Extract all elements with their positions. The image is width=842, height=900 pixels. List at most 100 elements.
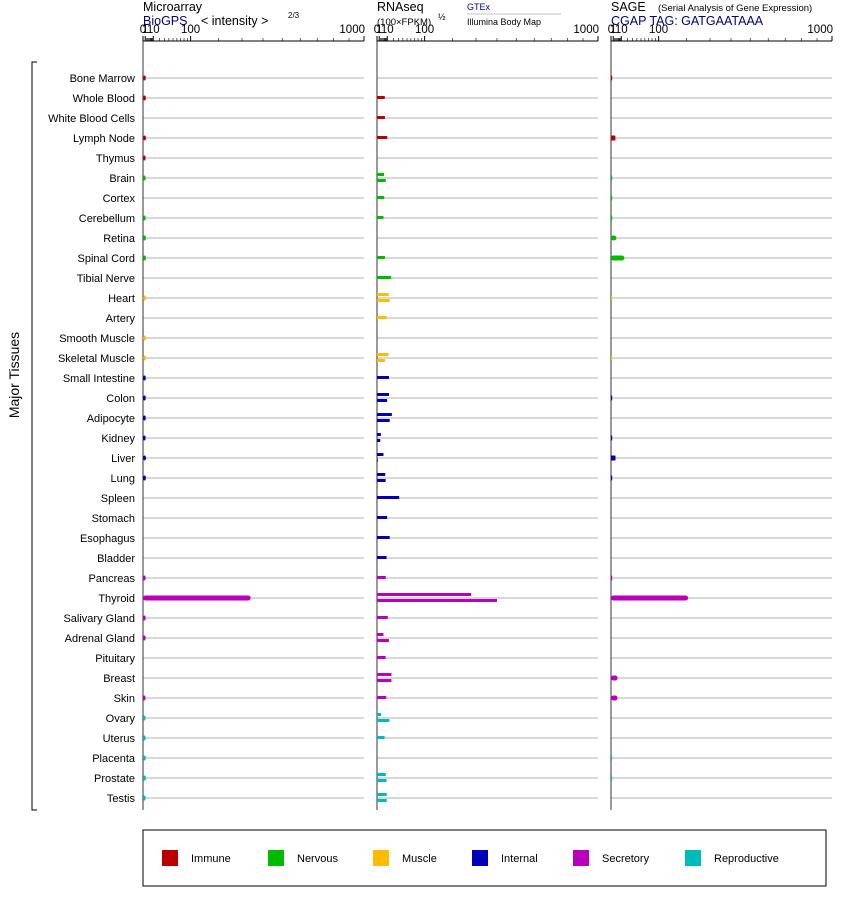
category-labels: Bone Marrow Whole Blood White Blood Cells L…	[48, 73, 136, 805]
tissue-label: Salivary Gland	[63, 613, 135, 625]
bar-biogps	[143, 175, 146, 181]
bar-illumina	[377, 179, 386, 182]
sage-header: SAGE (Serial Analysis of Gene Expression…	[611, 0, 812, 28]
sage-title: SAGE	[611, 0, 646, 14]
bar-biogps	[143, 375, 146, 381]
bar-biogps	[143, 95, 146, 101]
tissue-label: Artery	[106, 313, 136, 325]
tissue-label: Ovary	[106, 713, 136, 725]
bar-biogps	[143, 455, 147, 461]
bar-gtex	[377, 453, 384, 456]
tick-label: 100	[415, 24, 434, 36]
bar-sage	[611, 435, 613, 441]
bar-gtex	[377, 536, 390, 539]
tick-label: 1000	[807, 24, 833, 36]
sage-title-note: (Serial Analysis of Gene Expression)	[658, 3, 812, 14]
tick-label: 10	[381, 24, 394, 36]
tick-label: 1	[376, 24, 382, 36]
bar-sage	[611, 355, 613, 361]
bar-biogps	[143, 775, 146, 781]
bar-illumina	[377, 639, 389, 642]
bar-gtex	[377, 173, 385, 176]
tissue-label: White Blood Cells	[48, 113, 135, 125]
bar-biogps	[143, 155, 146, 161]
bar-illumina	[377, 479, 386, 482]
bar-gtex	[377, 256, 385, 259]
bar-illumina	[377, 679, 392, 682]
tissue-label: Lymph Node	[73, 133, 135, 145]
microarray-title: Microarray	[143, 0, 203, 14]
tissue-label: Small Intestine	[63, 373, 135, 385]
legend-label: Nervous	[297, 853, 338, 865]
bar-sage	[611, 755, 613, 761]
sage-subtitle: CGAP TAG: GATGAATAAA	[611, 14, 764, 28]
bar-sage	[611, 595, 689, 601]
bar-gtex	[377, 96, 385, 99]
bar-biogps	[143, 575, 146, 581]
bars	[143, 75, 689, 802]
tissue-label: Pituitary	[95, 653, 135, 665]
legend-swatch	[573, 850, 589, 866]
microarray-header: Microarray BioGPS < intensity > 2/3	[143, 0, 300, 28]
tissue-label: Brain	[109, 173, 135, 185]
gtex-source-label: GTEx	[467, 2, 491, 12]
bar-gtex	[377, 353, 389, 356]
bar-gtex	[377, 496, 400, 499]
bar-sage	[611, 255, 625, 261]
rnaseq-unit-exp: ½	[438, 12, 446, 22]
bar-gtex	[377, 656, 386, 659]
tissue-label: Esophagus	[80, 533, 136, 545]
grid-lines	[143, 77, 832, 799]
bar-gtex	[377, 413, 392, 416]
legend-swatch	[373, 850, 389, 866]
bar-sage	[611, 675, 618, 681]
bar-gtex	[377, 316, 387, 319]
tissue-bracket	[31, 61, 37, 811]
bar-biogps	[143, 475, 146, 481]
panel-axes	[142, 40, 832, 810]
bar-gtex	[377, 376, 389, 379]
tissue-label: Heart	[108, 293, 135, 305]
bar-illumina	[377, 419, 390, 422]
bar-biogps	[143, 595, 251, 601]
bar-illumina	[377, 399, 388, 402]
bar-biogps	[143, 755, 146, 761]
bar-biogps	[143, 695, 146, 701]
bar-sage	[611, 695, 618, 701]
tick-label: 1000	[339, 24, 365, 36]
legend-label: Secretory	[602, 853, 650, 865]
bar-gtex	[377, 696, 387, 699]
bar-illumina	[377, 439, 381, 442]
tissue-label: Testis	[107, 793, 136, 805]
legend-swatch	[472, 850, 488, 866]
bar-biogps	[143, 335, 146, 341]
tissue-label: Cerebellum	[79, 213, 135, 225]
bar-sage	[611, 195, 613, 201]
bar-gtex	[377, 293, 389, 296]
bar-biogps	[143, 235, 146, 241]
bar-illumina	[377, 719, 390, 722]
bar-gtex	[377, 633, 384, 636]
tick-label: 100	[649, 24, 668, 36]
bar-biogps	[143, 135, 147, 141]
legend: Immune Nervous Muscle Internal Secretory Repr…	[142, 829, 827, 887]
tissue-label: Placenta	[92, 753, 136, 765]
bar-illumina	[377, 459, 378, 462]
tissue-label: Breast	[103, 673, 135, 685]
tissue-label: Lung	[111, 473, 135, 485]
bar-biogps	[143, 255, 146, 261]
y-axis-label: Major Tissues	[6, 332, 22, 418]
bar-sage	[611, 235, 617, 241]
bar-gtex	[377, 593, 472, 596]
bar-sage	[611, 135, 616, 141]
tissue-label: Bladder	[97, 553, 135, 565]
bar-biogps	[143, 795, 146, 801]
bar-gtex	[377, 196, 385, 199]
tick-label: 1	[610, 24, 616, 36]
legend-label: Internal	[501, 853, 538, 865]
tick-label: 1	[142, 24, 148, 36]
bar-gtex	[377, 673, 392, 676]
legend-swatch	[162, 850, 178, 866]
tissue-label: Retina	[103, 233, 136, 245]
